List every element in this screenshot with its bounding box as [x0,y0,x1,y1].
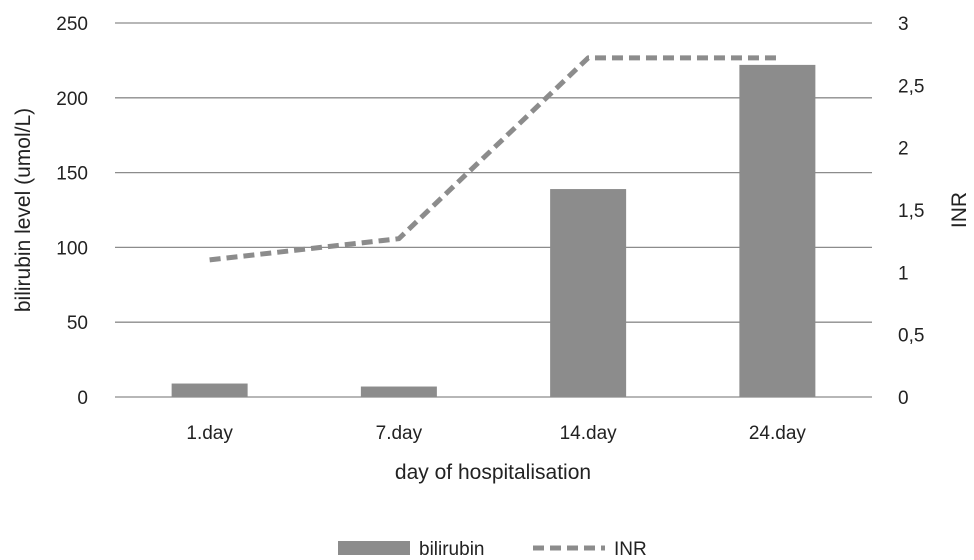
inr-line [209,55,778,263]
y2-tick-label: 1 [898,263,909,284]
bar [171,383,248,397]
legend: bilirubin INR [338,539,647,560]
y-tick-label: 150 [56,164,88,185]
y-axis-title: bilirubin level (umol/L) [12,108,35,312]
x-tick-label: 14.day [560,423,618,444]
x-axis-title: day of hospitalisation [395,461,591,484]
tick-labels: 0 50 100 150 200 250 0 0,5 1 1,5 2 2,5 3 1.day 7.day 14… [56,14,924,444]
x-tick-label: 7.day [376,423,423,444]
legend-bar-swatch [338,541,410,555]
y2-tick-label: 0 [898,388,909,409]
y2-tick-label: 3 [898,14,909,35]
y-tick-label: 0 [77,388,88,409]
y-tick-label: 200 [56,89,88,110]
y2-tick-label: 2,5 [898,76,924,97]
y-tick-label: 250 [56,14,88,35]
x-tick-label: 1.day [186,423,233,444]
bar [739,64,816,397]
y-tick-label: 50 [67,313,88,334]
line-series [209,55,778,263]
bar-series [171,64,816,397]
y2-tick-label: 1,5 [898,201,924,222]
y-tick-label: 100 [56,238,88,259]
bar [550,189,627,397]
legend-line-label: INR [614,539,647,560]
y2-tick-label: 0,5 [898,326,924,347]
y2-axis-title: INR [948,192,971,228]
legend-bar-label: bilirubin [419,539,484,560]
x-tick-label: 24.day [749,423,807,444]
y2-tick-label: 2 [898,139,909,160]
bar [360,386,437,397]
